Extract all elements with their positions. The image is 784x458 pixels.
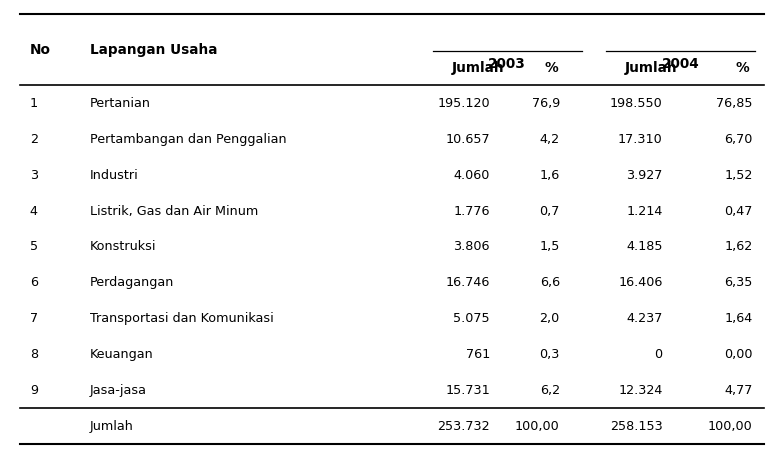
Text: 4,77: 4,77 <box>724 384 753 397</box>
Text: 258.153: 258.153 <box>610 420 662 433</box>
Text: 100,00: 100,00 <box>708 420 753 433</box>
Text: 1: 1 <box>30 97 38 110</box>
Text: Listrik, Gas dan Air Minum: Listrik, Gas dan Air Minum <box>90 205 259 218</box>
Text: 10.657: 10.657 <box>445 133 490 146</box>
Text: 253.732: 253.732 <box>437 420 490 433</box>
Text: Perdagangan: Perdagangan <box>90 276 175 289</box>
Text: No: No <box>30 43 51 57</box>
Text: Pertambangan dan Penggalian: Pertambangan dan Penggalian <box>90 133 287 146</box>
Text: Jumlah: Jumlah <box>90 420 134 433</box>
Text: 198.550: 198.550 <box>610 97 662 110</box>
Text: Jasa-jasa: Jasa-jasa <box>90 384 147 397</box>
Text: 100,00: 100,00 <box>515 420 560 433</box>
Text: 6: 6 <box>30 276 38 289</box>
Text: Pertanian: Pertanian <box>90 97 151 110</box>
Text: Industri: Industri <box>90 169 139 182</box>
Text: 2,0: 2,0 <box>539 312 560 325</box>
Text: Konstruksi: Konstruksi <box>90 240 157 253</box>
Text: 16.406: 16.406 <box>618 276 662 289</box>
Text: 0,00: 0,00 <box>724 348 753 361</box>
Text: %: % <box>735 61 750 75</box>
Text: Jumlah: Jumlah <box>624 61 677 75</box>
Text: 0,47: 0,47 <box>724 205 753 218</box>
Text: 1.776: 1.776 <box>453 205 490 218</box>
Text: 6,6: 6,6 <box>539 276 560 289</box>
Text: Jumlah: Jumlah <box>452 61 505 75</box>
Text: %: % <box>544 61 558 75</box>
Text: 15.731: 15.731 <box>445 384 490 397</box>
Text: 0: 0 <box>655 348 662 361</box>
Text: 76,9: 76,9 <box>532 97 560 110</box>
Text: 76,85: 76,85 <box>716 97 753 110</box>
Text: Keuangan: Keuangan <box>90 348 154 361</box>
Text: 4.237: 4.237 <box>626 312 662 325</box>
Text: 6,35: 6,35 <box>724 276 753 289</box>
Text: 2004: 2004 <box>662 57 699 71</box>
Text: 4: 4 <box>30 205 38 218</box>
Text: Lapangan Usaha: Lapangan Usaha <box>90 43 218 57</box>
Text: 1.214: 1.214 <box>626 205 662 218</box>
Text: 9: 9 <box>30 384 38 397</box>
Text: 4.185: 4.185 <box>626 240 662 253</box>
Text: 195.120: 195.120 <box>437 97 490 110</box>
Text: 4.060: 4.060 <box>454 169 490 182</box>
Text: 5.075: 5.075 <box>453 312 490 325</box>
Text: 1,6: 1,6 <box>539 169 560 182</box>
Text: 4,2: 4,2 <box>539 133 560 146</box>
Text: 0,7: 0,7 <box>539 205 560 218</box>
Text: 7: 7 <box>30 312 38 325</box>
Text: 2003: 2003 <box>488 57 526 71</box>
Text: 1,52: 1,52 <box>724 169 753 182</box>
Text: 2: 2 <box>30 133 38 146</box>
Text: 6,2: 6,2 <box>539 384 560 397</box>
Text: Transportasi dan Komunikasi: Transportasi dan Komunikasi <box>90 312 274 325</box>
Text: 12.324: 12.324 <box>618 384 662 397</box>
Text: 6,70: 6,70 <box>724 133 753 146</box>
Text: 8: 8 <box>30 348 38 361</box>
Text: 3.806: 3.806 <box>453 240 490 253</box>
Text: 1,5: 1,5 <box>539 240 560 253</box>
Text: 3: 3 <box>30 169 38 182</box>
Text: 3.927: 3.927 <box>626 169 662 182</box>
Text: 1,64: 1,64 <box>724 312 753 325</box>
Text: 1,62: 1,62 <box>724 240 753 253</box>
Text: 17.310: 17.310 <box>618 133 662 146</box>
Text: 0,3: 0,3 <box>539 348 560 361</box>
Text: 761: 761 <box>466 348 490 361</box>
Text: 16.746: 16.746 <box>445 276 490 289</box>
Text: 5: 5 <box>30 240 38 253</box>
